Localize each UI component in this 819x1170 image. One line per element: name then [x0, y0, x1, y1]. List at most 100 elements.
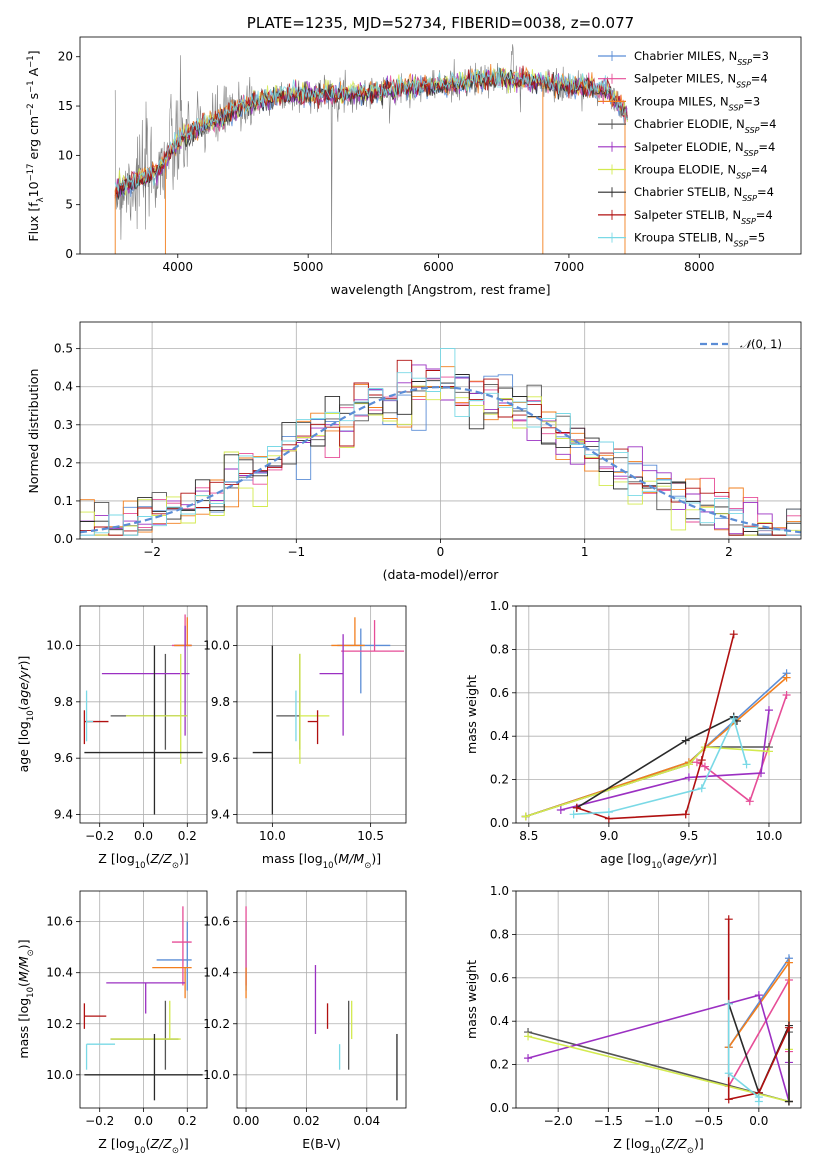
histograms — [80, 347, 801, 536]
weight-point — [524, 1054, 533, 1063]
weight-point — [724, 1069, 733, 1078]
x-tick-label: 0.0 — [749, 1114, 768, 1128]
weight-point — [521, 812, 530, 821]
plot-area — [237, 891, 406, 1108]
y-tick-label: 0.2 — [54, 456, 73, 470]
panel-4: 8.5 9.0 9.5 10.0 0.0 0.2 0.4 0.6 0.8 1.0 mass weig… — [464, 599, 802, 843]
y-tick-label: 10.0 — [203, 638, 230, 652]
y-tick-label: 10.4 — [46, 966, 73, 980]
spectrum-lines — [114, 44, 628, 254]
x-tick-label: 8.5 — [519, 829, 538, 843]
x-tick-label: 5000 — [293, 260, 324, 274]
weight-point — [742, 760, 751, 769]
axes-frame — [79, 36, 802, 255]
weight-point — [697, 756, 706, 765]
legend-label: Kroupa ELODIE, NSSP=4 — [634, 163, 768, 181]
y-tick-label: 0.0 — [490, 816, 509, 830]
legend-label: Kroupa MILES, NSSP=3 — [634, 94, 760, 112]
error-bars — [83, 614, 203, 815]
legend-label: Kroupa STELIB, NSSP=5 — [634, 231, 765, 249]
x-tick-label: 0 — [437, 545, 445, 559]
y-tick-label: 20 — [58, 50, 73, 64]
legend-label: Chabrier MILES, NSSP=3 — [634, 49, 769, 67]
weight-point — [700, 762, 709, 771]
y-tick-label: 9.6 — [211, 751, 230, 765]
y-tick-label: 9.8 — [54, 695, 73, 709]
y-axis-label: Flux [fλ10−17 erg cm−2 s−1 A−1] — [26, 50, 46, 241]
weight-point — [784, 1097, 793, 1106]
weight-point — [569, 810, 578, 819]
x-tick-label: 10.5 — [357, 829, 384, 843]
y-axis-label: mass [log10(M/M⊙)] — [16, 939, 36, 1058]
y-tick-label: 1.0 — [490, 599, 509, 613]
x-tick-label: 9.0 — [599, 829, 618, 843]
y-tick-label: 0.2 — [490, 773, 509, 787]
normal-reference-curve — [80, 385, 801, 534]
panel-2: −0.2 0.0 0.2 9.4 9.6 9.8 10.0 — [46, 605, 208, 843]
x-tick-label: 1 — [581, 545, 589, 559]
y-tick-label: 10.0 — [46, 638, 73, 652]
weight-point — [681, 810, 690, 819]
weight-point — [782, 690, 791, 699]
y-axis-label: age [log10(age/yr)] — [16, 656, 36, 773]
panel-3: 10.0 10.5 9.4 9.6 9.8 10.0 — [203, 605, 407, 843]
weight-line — [560, 710, 770, 811]
weight-point — [754, 1097, 763, 1106]
weight-point — [572, 803, 581, 812]
y-tick-label: 10.6 — [46, 915, 73, 929]
x-axis-label: age [log10(age/yr)] — [600, 851, 717, 871]
x-tick-label: 8000 — [684, 260, 715, 274]
y-tick-label: 0.6 — [490, 971, 509, 985]
weight-point — [784, 1023, 793, 1032]
panel-5: −0.2 0.0 0.2 10.0 10.2 10.4 10.6 — [46, 890, 208, 1128]
legend-label: Chabrier STELIB, NSSP=4 — [634, 185, 774, 203]
plot-area — [237, 606, 406, 823]
x-axis-label: (data-model)/error — [383, 567, 500, 582]
y-tick-label: 10.6 — [203, 915, 230, 929]
weight-point — [724, 1095, 733, 1104]
y-tick-label: 0.0 — [490, 1101, 509, 1115]
axes-frame — [79, 890, 208, 1109]
weight-point — [724, 999, 733, 1008]
x-axis-label: mass [log10(M/M⊙)] — [262, 851, 381, 871]
histogram-step — [80, 359, 801, 536]
y-axis-label: mass weight — [464, 960, 479, 1039]
y-tick-label: 0.6 — [490, 686, 509, 700]
y-tick-label: 0 — [65, 247, 73, 261]
weight-point — [524, 1032, 533, 1041]
y-tick-label: 0.0 — [54, 532, 73, 546]
x-tick-label: 6000 — [423, 260, 454, 274]
y-tick-label: 0.4 — [490, 1014, 509, 1028]
x-tick-label: −2 — [143, 545, 161, 559]
y-tick-label: 0.4 — [490, 729, 509, 743]
legend-label: Salpeter MILES, NSSP=4 — [634, 72, 768, 90]
weight-point — [754, 991, 763, 1000]
weight-point — [756, 769, 765, 778]
x-tick-label: −0.2 — [85, 829, 114, 843]
weight-point — [784, 958, 793, 967]
axes-frame — [515, 890, 802, 1109]
legend-label: Chabrier ELODIE, NSSP=4 — [634, 117, 776, 135]
weight-point — [697, 784, 706, 793]
weight-point — [684, 773, 693, 782]
x-tick-label: 10.0 — [259, 829, 286, 843]
x-tick-label: −1.0 — [644, 1114, 673, 1128]
weight-point — [604, 808, 613, 817]
error-bars — [245, 906, 398, 1101]
x-tick-label: 2 — [725, 545, 733, 559]
x-tick-label: 4000 — [163, 260, 194, 274]
plot-area — [80, 37, 801, 254]
y-tick-label: 1.0 — [490, 884, 509, 898]
y-tick-label: 10.0 — [203, 1068, 230, 1082]
plot-area — [516, 606, 801, 823]
y-axis-label: Normed distribution — [26, 369, 41, 494]
legend-label: Salpeter ELODIE, NSSP=4 — [634, 140, 775, 158]
weight-point — [729, 714, 738, 723]
axes-frame — [79, 605, 208, 824]
y-tick-label: 10.2 — [46, 1017, 73, 1031]
y-tick-label: 0.3 — [54, 418, 73, 432]
x-axis-label: wavelength [Angstrom, rest frame] — [330, 282, 550, 297]
x-tick-label: 7000 — [554, 260, 585, 274]
weight-point — [556, 805, 565, 814]
